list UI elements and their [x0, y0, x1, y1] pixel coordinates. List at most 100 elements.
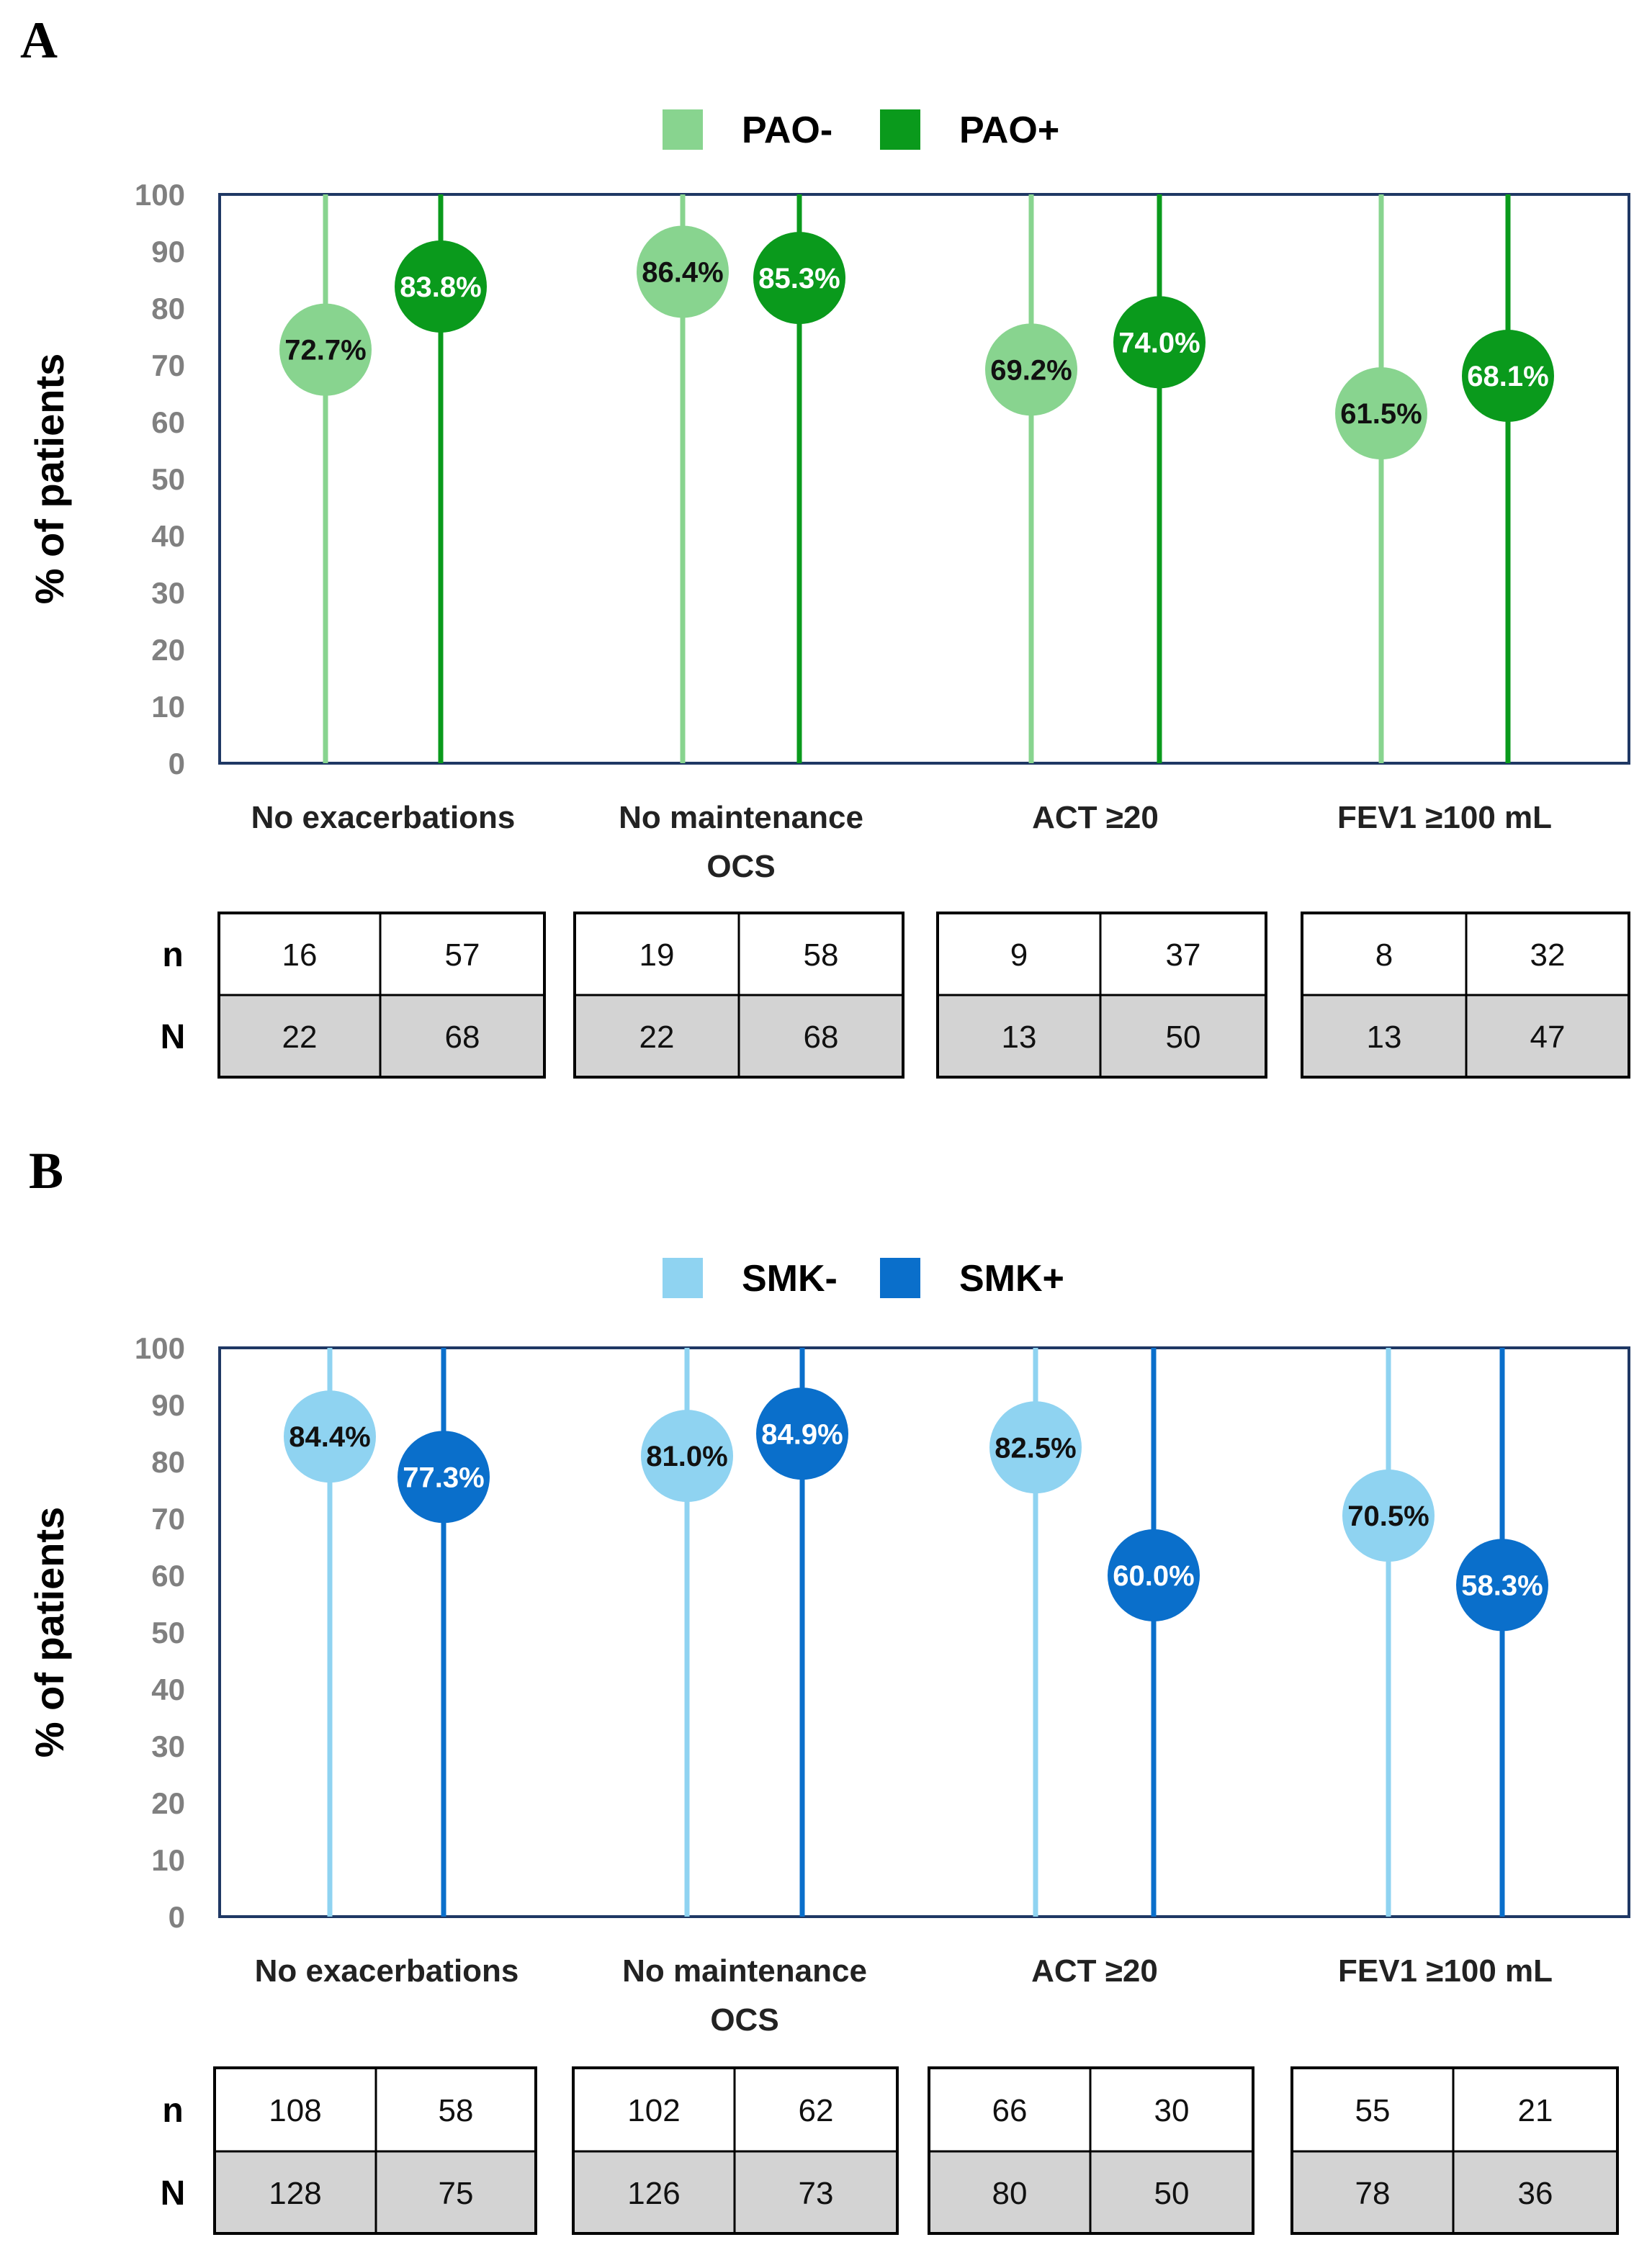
legend-swatch-SMK- [663, 1258, 703, 1298]
table-cell-N: 36 [1518, 2176, 1553, 2211]
table-cell-n: 21 [1518, 2093, 1553, 2128]
panel-A: A PAO- PAO+ 0 10 20 30 40 50 60 70 80 90 100 % of pati… [20, 12, 1630, 1079]
count-table: 19 22 58 68 [573, 912, 904, 1079]
marker-PAO+ [1113, 296, 1206, 389]
category-label: No exacerbations [255, 1953, 519, 1989]
table-fill [219, 995, 544, 1077]
count-table: 108 128 58 75 [213, 2066, 537, 2235]
data-label: 72.7% [284, 335, 366, 366]
table-cell-n: 102 [627, 2093, 680, 2128]
category-label: No exacerbations [251, 800, 516, 835]
data-label: 68.1% [1467, 361, 1548, 392]
table-cell-n: 58 [439, 2093, 474, 2128]
legend-label-SMK-: SMK- [742, 1258, 838, 1300]
table-cell-N: 75 [439, 2176, 474, 2211]
y-tick-label: 80 [151, 1445, 185, 1479]
data-label: 74.0% [1118, 327, 1200, 359]
table-cell-N: 47 [1530, 1020, 1566, 1055]
table-cell-n: 108 [269, 2093, 321, 2128]
marker-SMK- [1342, 1470, 1435, 1562]
category-label: OCS [710, 2002, 778, 2038]
table-cell-N: 50 [1154, 2176, 1190, 2211]
table-cell-n: 37 [1166, 937, 1201, 973]
marker-SMK+ [1108, 1529, 1200, 1621]
marker-PAO- [985, 323, 1077, 416]
table-cell-n: 62 [799, 2093, 834, 2128]
legend-swatch-PAO- [663, 109, 703, 150]
marker-PAO- [279, 303, 372, 396]
y-tick-label: 10 [151, 1843, 185, 1877]
table-cell-n: 8 [1375, 937, 1393, 973]
y-tick-label: 100 [135, 1331, 185, 1365]
table-cell-n: 58 [804, 937, 839, 973]
legend-label-PAO-: PAO- [742, 109, 832, 151]
y-axis-label: % of patients [27, 1507, 72, 1758]
category-label: OCS [706, 849, 775, 884]
table-row-label-N: N [161, 2174, 186, 2213]
plot-frame [218, 193, 1630, 765]
data-label: 58.3% [1461, 1570, 1543, 1601]
y-tick-label: 20 [151, 633, 185, 667]
count-table: 102 126 62 73 [572, 2066, 899, 2235]
marker-SMK+ [1456, 1539, 1548, 1632]
table-cell-N: 50 [1166, 1020, 1201, 1055]
table-cell-n: 19 [639, 937, 675, 973]
table-cell-N: 126 [627, 2176, 680, 2211]
y-tick-label: 50 [151, 1616, 185, 1650]
y-tick-label: 60 [151, 1559, 185, 1593]
data-label: 84.4% [289, 1421, 370, 1453]
marker-SMK- [641, 1410, 733, 1503]
y-tick-label: 40 [151, 519, 185, 553]
count-table: 66 80 30 50 [928, 2066, 1254, 2235]
table-cell-n: 32 [1530, 937, 1566, 973]
data-label: 70.5% [1347, 1500, 1429, 1532]
marker-PAO+ [753, 232, 845, 325]
marker-PAO- [637, 225, 729, 318]
marker-PAO- [1335, 367, 1427, 460]
data-label: 83.8% [400, 271, 481, 303]
y-tick-label: 70 [151, 1502, 185, 1536]
data-label: 77.3% [403, 1462, 484, 1493]
data-label: 84.9% [761, 1418, 843, 1450]
marker-SMK+ [756, 1387, 848, 1480]
table-row-label-N: N [161, 1018, 186, 1056]
table-fill [1292, 2151, 1617, 2233]
count-table: 9 13 37 50 [936, 912, 1267, 1079]
category-label: ACT ≥20 [1032, 800, 1159, 835]
table-cell-N: 80 [992, 2176, 1028, 2211]
table-cell-n: 55 [1355, 2093, 1391, 2128]
y-tick-label: 30 [151, 576, 185, 610]
legend-swatch-PAO+ [880, 109, 920, 150]
data-label: 69.2% [990, 354, 1072, 386]
table-row-label-n: n [162, 2092, 183, 2130]
y-tick-label: 90 [151, 1388, 185, 1422]
category-label: ACT ≥20 [1031, 1953, 1158, 1989]
count-table: 55 78 21 36 [1290, 2066, 1619, 2235]
y-tick-label: 60 [151, 405, 185, 439]
table-row-label-n: n [162, 936, 183, 974]
table-fill [938, 995, 1266, 1077]
legend-swatch-SMK+ [880, 1258, 920, 1298]
y-tick-label: 0 [169, 747, 185, 780]
legend: PAO- PAO+ [663, 109, 1059, 151]
legend: SMK- SMK+ [663, 1258, 1064, 1300]
table-cell-N: 78 [1355, 2176, 1391, 2211]
marker-PAO+ [395, 240, 487, 333]
y-tick-label: 90 [151, 235, 185, 269]
marker-PAO+ [1462, 330, 1554, 423]
table-cell-N: 22 [639, 1020, 675, 1055]
data-label: 82.5% [995, 1432, 1076, 1464]
marker-SMK- [989, 1401, 1082, 1494]
y-tick-label: 100 [135, 178, 185, 212]
category-label: FEV1 ≥100 mL [1337, 800, 1552, 835]
table-cell-N: 13 [1002, 1020, 1037, 1055]
y-axis-label: % of patients [27, 354, 72, 604]
category-label: FEV1 ≥100 mL [1338, 1953, 1553, 1989]
y-tick-label: 30 [151, 1729, 185, 1763]
panel-letter: A [20, 12, 58, 69]
table-cell-N: 73 [799, 2176, 834, 2211]
marker-SMK- [284, 1390, 376, 1483]
count-table: 16 22 57 68 [217, 912, 546, 1079]
table-cell-N: 128 [269, 2176, 321, 2211]
